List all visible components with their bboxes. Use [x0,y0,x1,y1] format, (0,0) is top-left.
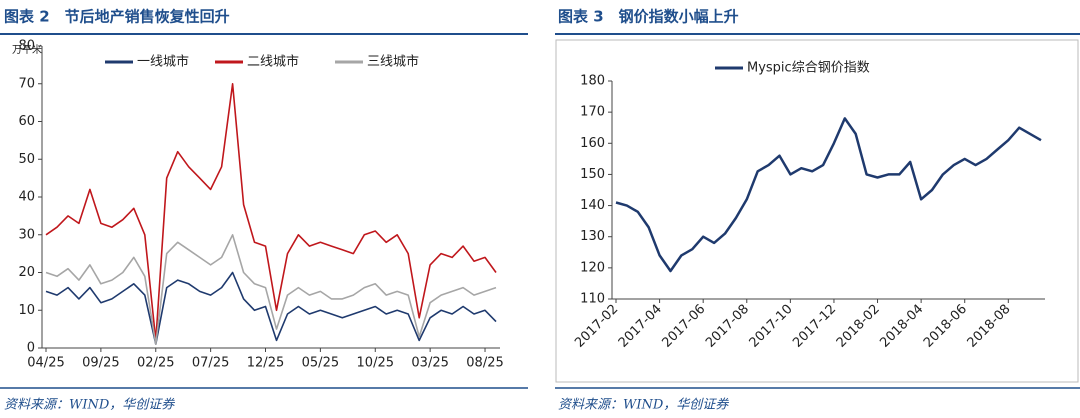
x-tick-label: 02/25 [137,356,174,371]
chart-frame [555,39,1079,383]
y-tick-label: 130 [580,229,605,244]
y-tick-label: 180 [580,74,605,89]
legend-label: 三线城市 [367,54,419,70]
y-tick-label: 150 [580,167,605,182]
y-unit: 万平米 [12,43,42,56]
y-tick-label: 40 [18,190,35,205]
x-tick-label: 07/25 [192,356,229,371]
source: 资料来源：WIND，华创证券 [558,398,729,413]
x-tick-label: 2017-10 [747,302,796,351]
y-tick-label: 110 [580,292,605,307]
y-tick-label: 160 [580,136,605,151]
y-tick-label: 20 [18,265,35,280]
chart-title: 图表 2 节后地产销售恢复性回升 [4,8,230,26]
y-tick-label: 120 [580,260,605,275]
y-tick-label: 50 [18,152,35,167]
x-tick-label: 2017-06 [659,302,708,351]
y-tick-label: 70 [18,76,35,91]
x-tick-label: 10/25 [357,356,394,371]
x-tick-label: 05/25 [302,356,339,371]
x-tick-label: 2017-08 [703,302,752,351]
series-line [45,271,497,346]
y-tick-label: 10 [18,303,35,318]
series-line [45,234,497,346]
series-line [45,83,497,342]
x-tick-label: 09/25 [82,356,119,371]
y-tick-label: 30 [18,227,35,242]
x-tick-label: 12/25 [247,356,284,371]
x-tick-label: 2018-04 [877,302,926,351]
x-tick-label: 2018-06 [921,302,970,351]
x-tick-label: 2018-08 [965,302,1014,351]
legend-label: Myspic综合钢价指数 [747,61,870,76]
y-tick-label: 60 [18,114,35,129]
x-tick-label: 04/25 [27,356,64,371]
x-tick-label: 08/25 [466,356,503,371]
x-tick-label: 2017-02 [572,302,621,351]
y-tick-label: 170 [580,105,605,120]
source: 资料来源：WIND，华创证券 [4,398,175,413]
x-tick-label: 2017-12 [790,302,839,351]
y-tick-label: 0 [27,341,35,356]
y-tick-label: 80 [18,39,35,54]
legend-label: 一线城市 [137,54,189,70]
legend-label: 二线城市 [247,54,299,70]
series-line [615,117,1042,273]
x-tick-label: 2017-04 [616,302,665,351]
x-tick-label: 2018-02 [834,302,883,351]
y-tick-label: 140 [580,198,605,213]
x-tick-label: 03/25 [411,356,448,371]
chart-title: 图表 3 钢价指数小幅上升 [558,8,739,26]
